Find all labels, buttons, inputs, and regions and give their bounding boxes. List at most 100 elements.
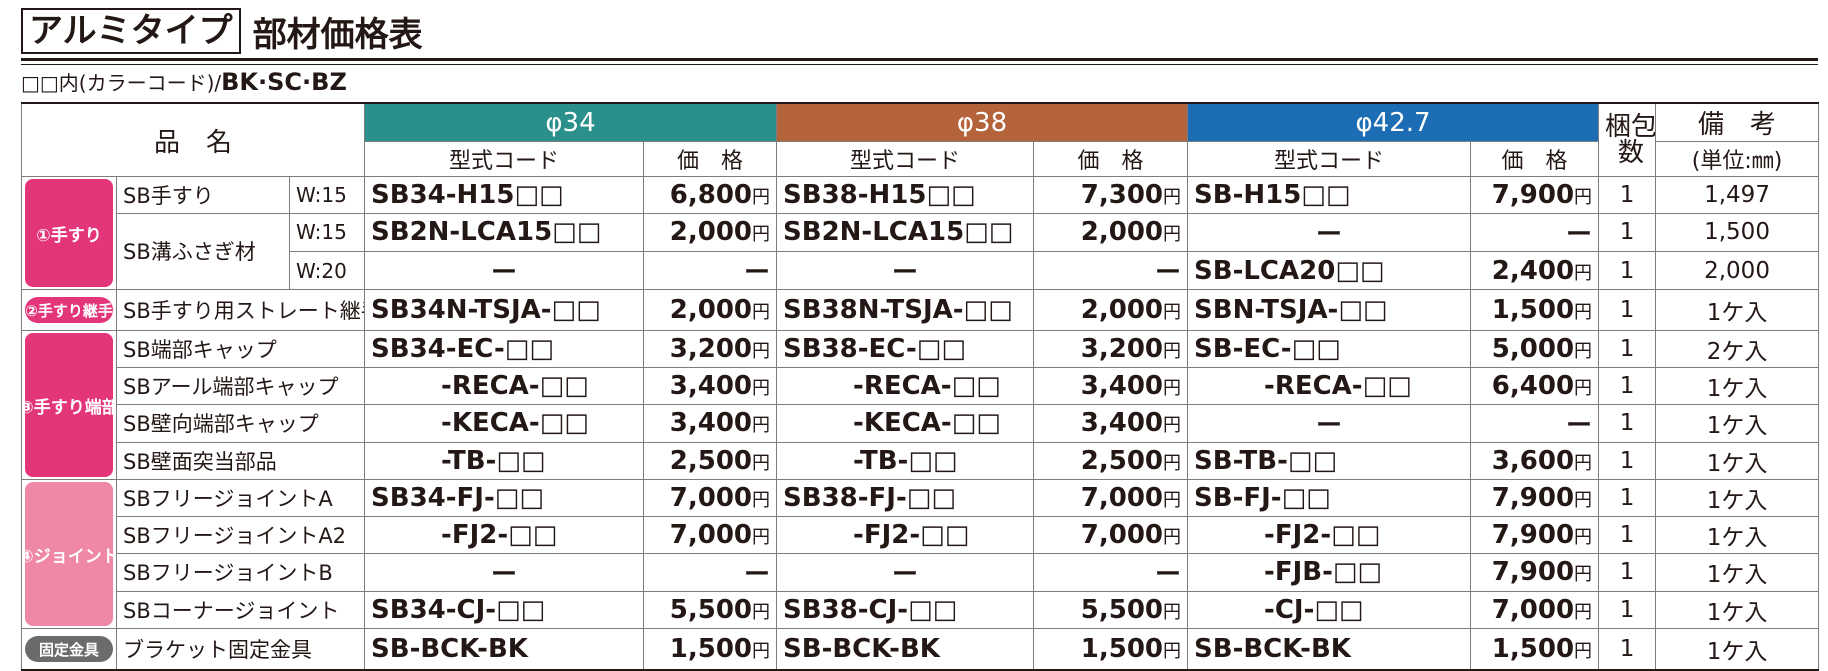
price-cell: 2,000円 bbox=[1033, 212, 1189, 252]
price: 2,500 bbox=[669, 446, 753, 477]
price: 5,500 bbox=[1080, 595, 1164, 626]
currency: 円 bbox=[752, 641, 771, 662]
price: 3,400 bbox=[1080, 408, 1164, 439]
price: 7,000 bbox=[1491, 595, 1575, 626]
price: ー bbox=[744, 258, 771, 288]
price: ー bbox=[744, 559, 771, 590]
pack-count: 1 bbox=[1598, 176, 1657, 214]
table-row: SB壁面突当部品 -TB-□□ 2,500円 -TB-□□ 2,500円 SB-TB-□□… bbox=[22, 442, 1820, 480]
currency: 円 bbox=[1574, 453, 1593, 475]
price: 7,000 bbox=[669, 482, 753, 513]
price: 1,500 bbox=[1080, 634, 1164, 664]
remark: 1ケ入 bbox=[1655, 552, 1820, 593]
group-label: ③手すり端部 bbox=[23, 333, 116, 477]
model-code: SB34-H15□□ bbox=[364, 176, 645, 214]
item-name: SB手すり用ストレート継手 bbox=[115, 289, 366, 331]
price-cell: 7,900円 bbox=[1470, 552, 1600, 593]
price-cell: 7,900円 bbox=[1470, 515, 1600, 554]
table-head: 品 名 φ34 φ38 φ42.7 梱包数 備 考 型式コード 価 格 型式コー… bbox=[20, 102, 1820, 177]
note: □□内(カラーコード)/BK·SC·BZ bbox=[21, 68, 347, 97]
model-code: -TB-□□ bbox=[776, 442, 1035, 480]
currency: 円 bbox=[1163, 224, 1182, 246]
group-cell: ③手すり端部 bbox=[21, 330, 117, 480]
model-code: SB2N-LCA15□□ bbox=[776, 212, 1035, 252]
currency: 円 bbox=[1574, 564, 1593, 586]
currency: 円 bbox=[752, 340, 771, 362]
price-head: 価 格 bbox=[1033, 141, 1189, 177]
group-label: ②手すり継手 bbox=[25, 297, 113, 323]
title-rule bbox=[21, 58, 1818, 65]
item-name: SB手すり bbox=[116, 176, 290, 214]
table-body: ①手すり SB手すり W:15 SB34-H15□□ 6,800円 SB38-H15□□ 7… bbox=[21, 176, 1820, 671]
table-row: SBコーナージョイント SB34-CJ-□□ 5,500円 SB38-CJ-□□ 5,5… bbox=[22, 591, 1820, 629]
model-code: ー bbox=[364, 251, 645, 290]
currency: 円 bbox=[1163, 377, 1182, 399]
pack-count: 1 bbox=[1598, 212, 1657, 252]
price: 6,400 bbox=[1491, 370, 1575, 401]
price: 5,000 bbox=[1491, 333, 1575, 364]
remark: 1ケ入 bbox=[1655, 479, 1820, 517]
pack-count: 1 bbox=[1598, 330, 1657, 368]
model-code: SB-BCK-BK bbox=[1187, 628, 1472, 671]
price: 3,600 bbox=[1491, 446, 1575, 477]
price: 5,500 bbox=[669, 595, 753, 626]
currency: 円 bbox=[1574, 377, 1593, 399]
group-label: ④ジョイント bbox=[23, 482, 116, 626]
item-width: W:15 bbox=[288, 212, 366, 252]
remark: 2,000 bbox=[1655, 251, 1820, 290]
price-cell: 7,900円 bbox=[1470, 176, 1600, 214]
price-cell: 5,500円 bbox=[1033, 591, 1189, 629]
currency: 円 bbox=[1574, 489, 1593, 511]
item-name: ブラケット固定金具 bbox=[115, 628, 366, 671]
item-head: 品 名 bbox=[20, 102, 366, 177]
price: 7,000 bbox=[1080, 482, 1164, 513]
currency: 円 bbox=[1163, 602, 1182, 624]
model-code: SB-BCK-BK bbox=[364, 628, 645, 671]
pack-count: 1 bbox=[1598, 479, 1657, 517]
price-cell: ー bbox=[643, 552, 778, 593]
table-row: SBフリージョイントA2 -FJ2-□□ 7,000円 -FJ2-□□ 7,000円 -F… bbox=[22, 515, 1820, 554]
item-name: SBアール端部キャップ bbox=[115, 366, 366, 405]
diameter-head: φ34 bbox=[364, 102, 778, 142]
model-code: -RECA-□□ bbox=[364, 366, 645, 405]
title-bar: アルミタイプ 部材価格表 bbox=[21, 8, 423, 55]
price: 1,500 bbox=[669, 634, 753, 664]
pack-count: 1 bbox=[1598, 403, 1657, 444]
price-cell: 2,000円 bbox=[643, 289, 778, 331]
group-cell: ①手すり bbox=[21, 176, 117, 290]
remarks-head: 備 考 bbox=[1655, 102, 1820, 142]
model-code: -TB-□□ bbox=[364, 442, 645, 480]
model-code: -CJ-□□ bbox=[1187, 591, 1472, 629]
price-cell: 1,500円 bbox=[643, 628, 778, 671]
model-code: SB34-EC-□□ bbox=[364, 330, 645, 368]
code-head: 型式コード bbox=[776, 141, 1035, 177]
currency: 円 bbox=[752, 377, 771, 399]
currency: 円 bbox=[752, 302, 771, 323]
currency: 円 bbox=[1163, 302, 1182, 323]
currency: 円 bbox=[752, 415, 771, 437]
price-cell: 3,600円 bbox=[1470, 442, 1600, 480]
item-width: W:15 bbox=[288, 176, 366, 214]
price-cell: 3,400円 bbox=[1033, 366, 1189, 405]
remark: 1ケ入 bbox=[1655, 403, 1820, 444]
remark: 1,500 bbox=[1655, 212, 1820, 252]
model-code: ー bbox=[776, 251, 1035, 290]
model-code: SB-BCK-BK bbox=[776, 628, 1035, 671]
table-row: W:20 ーーーー SB-LCA20□□ 2,400円 1 2,000 bbox=[22, 251, 1820, 290]
price: 6,800 bbox=[669, 179, 753, 210]
price: ー bbox=[1155, 258, 1182, 288]
price-cell: 3,400円 bbox=[643, 403, 778, 444]
currency: 円 bbox=[1163, 340, 1182, 362]
model-code: -RECA-□□ bbox=[776, 366, 1035, 405]
pack-count: 1 bbox=[1598, 591, 1657, 629]
item-name: SBフリージョイントB bbox=[115, 552, 366, 593]
price-cell: 7,000円 bbox=[1033, 515, 1189, 554]
currency: 円 bbox=[1163, 186, 1182, 208]
diameter-head: φ38 bbox=[776, 102, 1189, 142]
price-cell: 1,500円 bbox=[1033, 628, 1189, 671]
price-cell: 2,500円 bbox=[643, 442, 778, 480]
price: ー bbox=[1566, 410, 1593, 441]
table-row: SBアール端部キャップ -RECA-□□ 3,400円 -RECA-□□ 3,400円 -… bbox=[22, 366, 1820, 405]
price: 2,500 bbox=[1080, 446, 1164, 477]
note-text: □□内(カラーコード)/ bbox=[21, 71, 222, 95]
